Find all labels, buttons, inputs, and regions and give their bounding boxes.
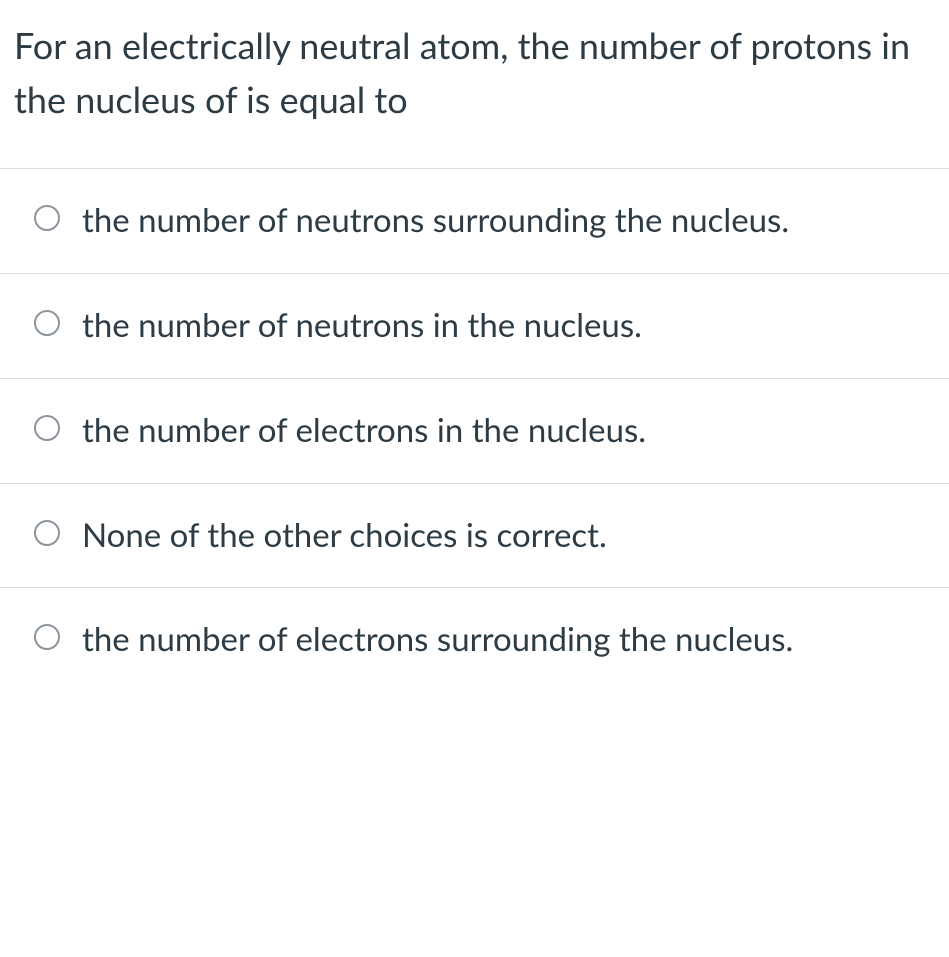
option-row[interactable]: the number of electrons in the nucleus. (0, 379, 949, 484)
option-row[interactable]: the number of neutrons in the nucleus. (0, 274, 949, 379)
option-row[interactable]: None of the other choices is correct. (0, 484, 949, 589)
option-label: the number of electrons in the nucleus. (82, 407, 646, 455)
option-row[interactable]: the number of neutrons surrounding the n… (0, 169, 949, 274)
option-label: None of the other choices is correct. (82, 512, 607, 560)
option-label: the number of neutrons in the nucleus. (82, 302, 642, 350)
radio-icon[interactable] (34, 310, 60, 336)
radio-icon[interactable] (34, 624, 60, 650)
radio-icon[interactable] (34, 205, 60, 231)
question-text: For an electrically neutral atom, the nu… (0, 0, 949, 168)
radio-icon[interactable] (34, 415, 60, 441)
option-row[interactable]: the number of electrons surrounding the … (0, 588, 949, 692)
question-container: For an electrically neutral atom, the nu… (0, 0, 949, 692)
radio-icon[interactable] (34, 520, 60, 546)
options-list: the number of neutrons surrounding the n… (0, 168, 949, 692)
option-label: the number of neutrons surrounding the n… (82, 197, 789, 245)
option-label: the number of electrons surrounding the … (82, 616, 793, 664)
